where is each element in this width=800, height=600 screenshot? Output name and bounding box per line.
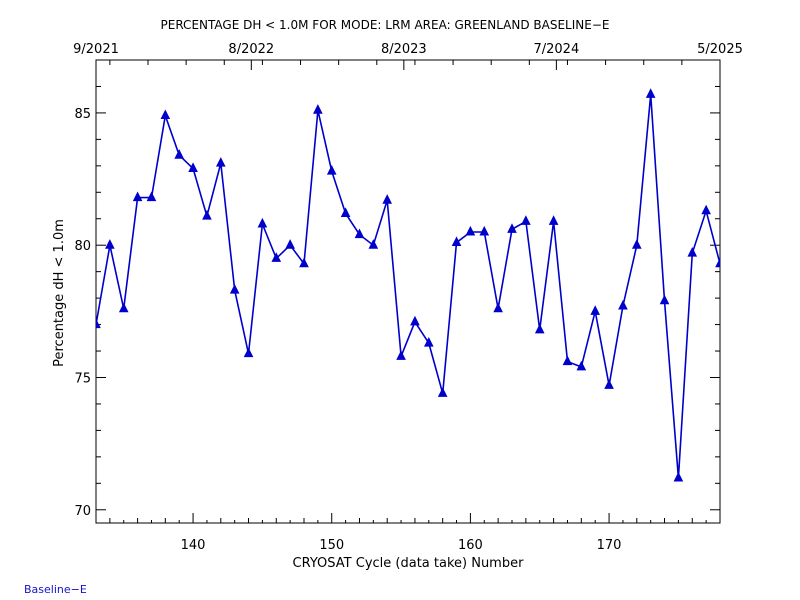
data-point — [340, 207, 351, 217]
data-point — [132, 191, 143, 202]
data-point — [465, 225, 476, 236]
data-point — [382, 194, 393, 204]
data-point — [229, 284, 240, 294]
baseline-footer-label: Baseline−E — [24, 583, 87, 596]
top-date-label: 9/2021 — [73, 42, 119, 57]
data-point — [105, 239, 115, 249]
data-point — [437, 387, 448, 397]
data-point — [243, 347, 254, 358]
axes-layer: 140 150 160 170 70 75 80 85 9/2021 8/2022 8/2023 7/… — [73, 42, 743, 553]
data-point — [493, 302, 503, 313]
y-tick-label: 85 — [74, 107, 91, 122]
data-point — [534, 323, 545, 334]
y-tick-label: 75 — [74, 371, 91, 386]
data-point — [521, 215, 531, 225]
plot-frame — [95, 59, 721, 524]
x-tick-label: 150 — [319, 538, 344, 553]
data-point — [410, 315, 420, 326]
data-point — [590, 305, 601, 315]
data-point — [396, 350, 406, 360]
data-point — [257, 217, 268, 228]
data-point — [160, 109, 171, 120]
data-point — [618, 299, 628, 310]
data-point — [631, 239, 642, 249]
data-point — [562, 355, 573, 366]
data-point — [326, 165, 337, 175]
data-point — [507, 223, 517, 233]
data-point — [576, 360, 587, 371]
data-point — [299, 257, 309, 268]
data-point — [285, 239, 295, 249]
data-point — [673, 471, 684, 482]
x-axis-label: CRYOSAT Cycle (data take) Number — [293, 556, 525, 571]
data-point — [202, 209, 212, 220]
data-point — [715, 257, 720, 268]
y-axis-label: Percentage dH < 1.0m — [52, 219, 67, 367]
x-tick-label: 170 — [597, 538, 622, 553]
top-date-label: 7/2024 — [533, 42, 579, 57]
data-point — [687, 247, 698, 257]
data-point — [645, 88, 656, 98]
y-tick-label: 70 — [74, 504, 91, 519]
data-point — [96, 318, 101, 329]
data-point — [313, 104, 323, 114]
data-point — [548, 215, 559, 225]
data-point — [174, 149, 185, 159]
top-date-label: 5/2025 — [697, 42, 743, 57]
data-point — [354, 228, 365, 239]
y-tick-label: 80 — [74, 239, 91, 254]
data-point — [451, 236, 462, 247]
data-point — [701, 204, 711, 215]
data-point — [188, 162, 198, 172]
top-date-label: 8/2022 — [228, 42, 274, 57]
data-point — [146, 191, 157, 202]
series-layer — [96, 88, 720, 482]
top-date-label: 8/2023 — [381, 42, 427, 57]
data-point — [118, 302, 129, 313]
data-point — [423, 336, 434, 347]
data-point — [215, 157, 226, 167]
x-tick-label: 160 — [458, 538, 483, 553]
data-point — [479, 225, 490, 236]
data-point — [659, 294, 670, 305]
data-point — [368, 239, 379, 249]
series-line — [96, 94, 720, 479]
chart-title: PERCENTAGE DH < 1.0M FOR MODE: LRM AREA:… — [161, 18, 610, 32]
data-point — [604, 379, 614, 389]
x-tick-label: 140 — [181, 538, 206, 553]
data-point — [271, 252, 282, 262]
